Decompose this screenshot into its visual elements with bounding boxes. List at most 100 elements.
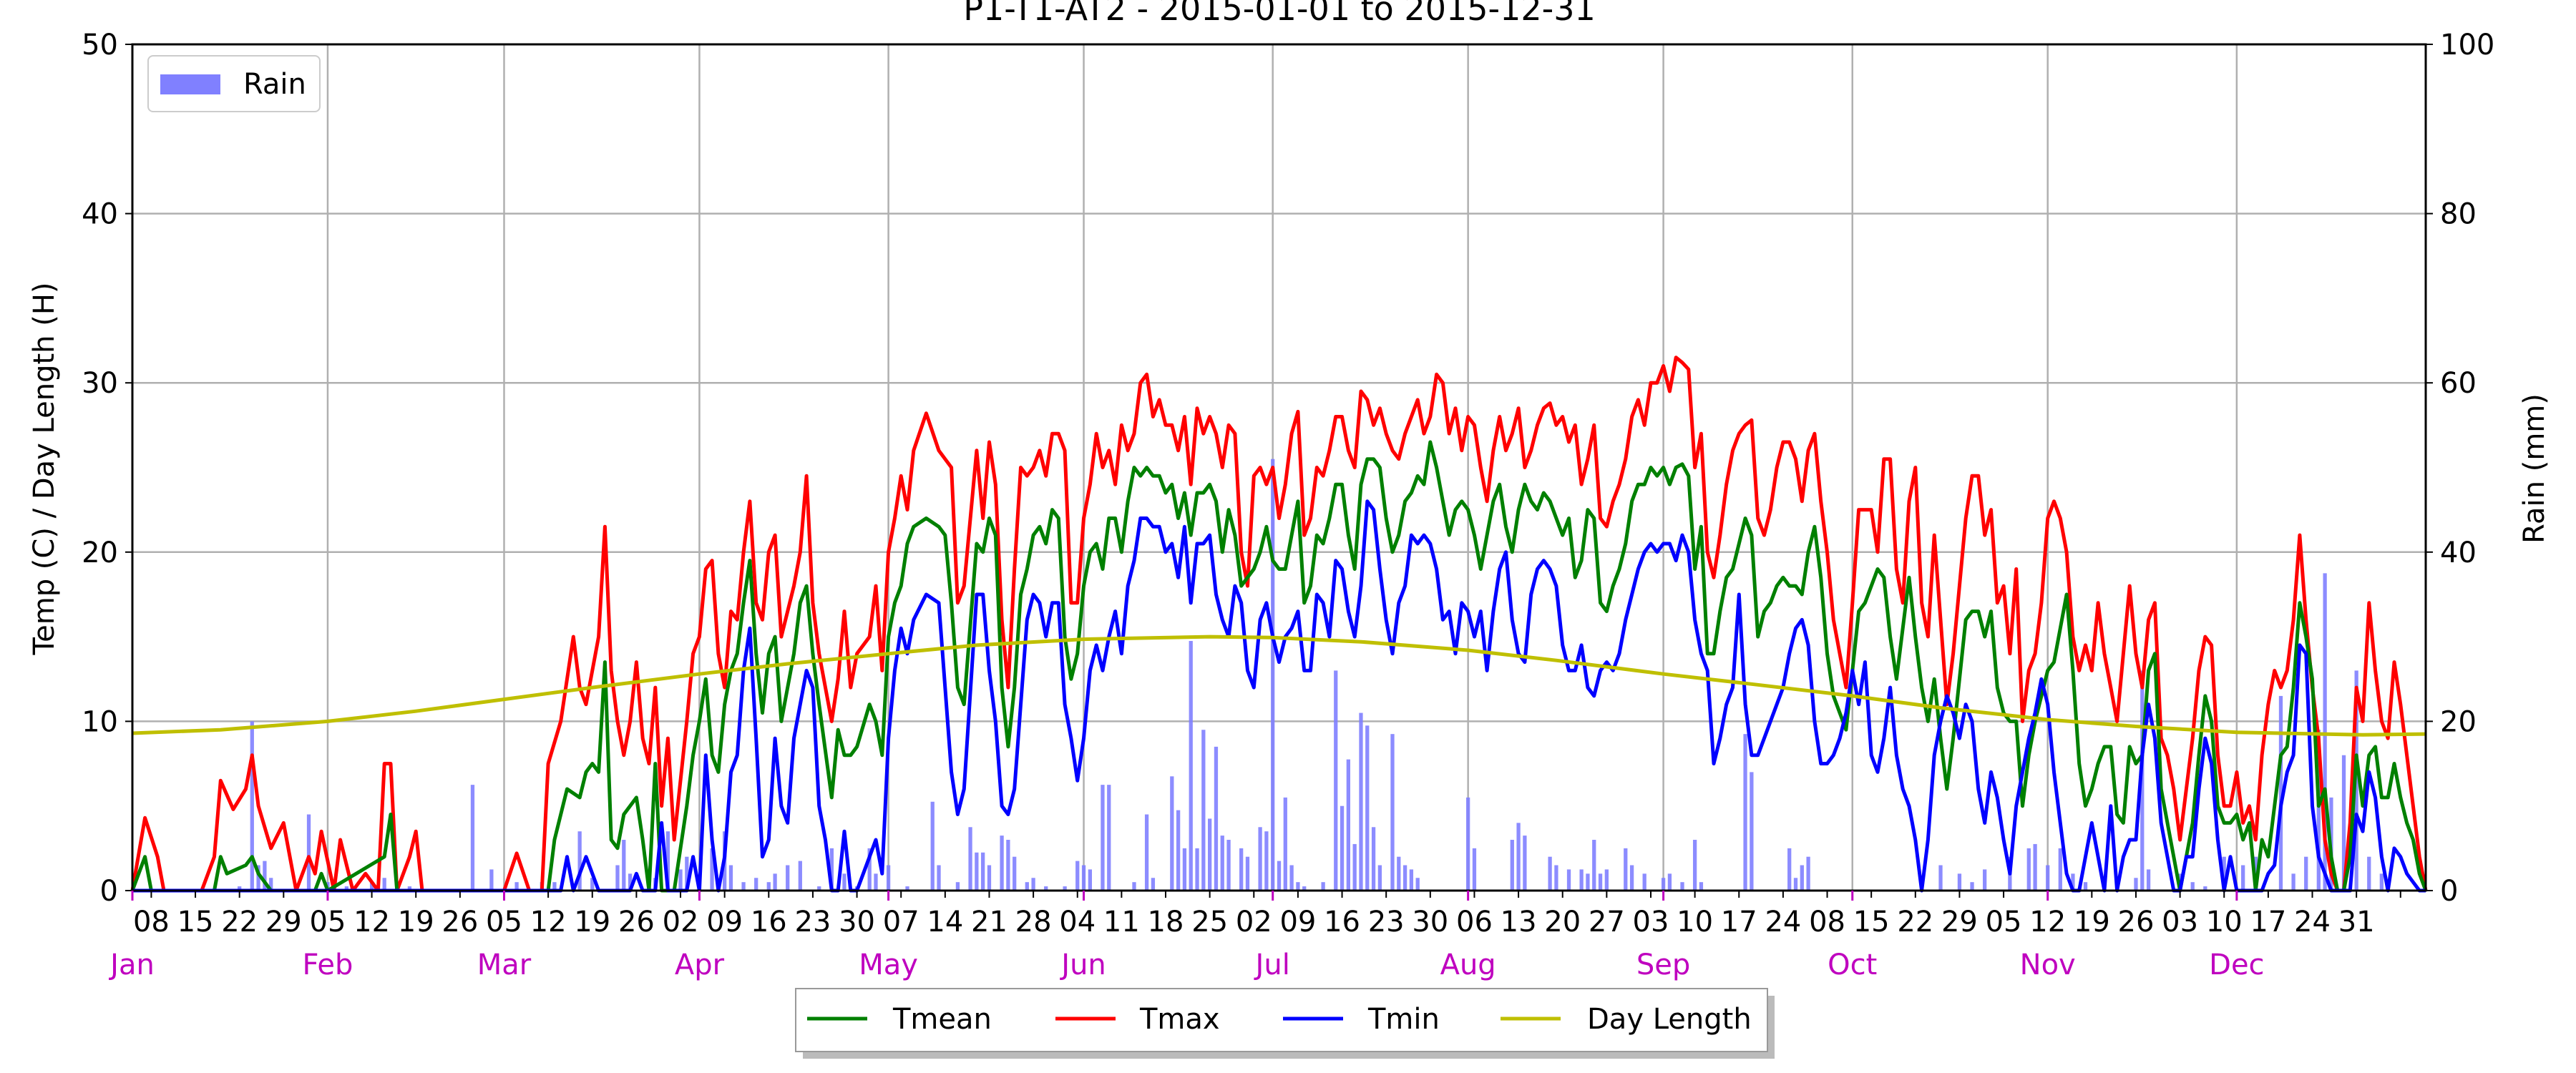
rain-bar [1334, 670, 1338, 891]
rain-bar [1390, 734, 1395, 891]
week-tick-label: 21 [971, 906, 1008, 939]
left-y-tick-label: 0 [100, 875, 118, 908]
rain-bar [1226, 840, 1231, 891]
rain-bar [514, 882, 519, 891]
rain-bar [1592, 840, 1596, 891]
rain-bar [1750, 772, 1754, 891]
rain-bar [710, 848, 714, 891]
rain-bar [1365, 725, 1370, 891]
week-tick-label: 12 [353, 906, 390, 939]
week-tick-label: 29 [265, 906, 302, 939]
rain-bar [2058, 848, 2062, 891]
rain-bar [1214, 746, 1219, 891]
rain-bar [1081, 865, 1086, 891]
rain-bar [2203, 886, 2207, 891]
rain-bar [1352, 843, 1357, 891]
rain-bar [1208, 818, 1212, 891]
rain-bar [1044, 886, 1048, 891]
right-y-axis: 0 20 40 60 80 100 [2426, 29, 2494, 908]
rain-bar [665, 831, 670, 891]
series-legend: Tmean Tmax Tmin Day Length [795, 988, 1775, 1059]
month-label: Jul [1254, 949, 1290, 981]
rain-bar [2304, 856, 2308, 891]
right-y-tick-label: 100 [2440, 29, 2494, 62]
series-legend-box [795, 988, 1768, 1052]
rain-bar [306, 814, 311, 891]
month-label: May [859, 949, 918, 981]
rain-bar [470, 785, 475, 891]
rain-bar [2026, 848, 2031, 891]
rain-bar [628, 873, 633, 891]
rain-bar [269, 878, 273, 891]
rain-bar [1624, 848, 1628, 891]
rain-bar [981, 852, 985, 891]
right-y-tick-label: 80 [2440, 198, 2477, 231]
rain-bar [1566, 869, 1571, 891]
week-tick-label: 08 [133, 906, 170, 939]
rain-bar [1642, 873, 1646, 891]
rain-bar [1302, 886, 1307, 891]
rain-bar [1586, 873, 1590, 891]
week-tick-label: 26 [618, 906, 655, 939]
rain-bar [1101, 785, 1105, 891]
rain-bar [615, 865, 620, 891]
series-line-tmax [130, 356, 2428, 893]
week-tick-label: 17 [1721, 906, 1757, 939]
rain-bar [1409, 869, 1414, 891]
rain-legend: Rain [147, 55, 321, 112]
rain-bar [250, 721, 254, 891]
rain-bar [1743, 734, 1747, 891]
week-tick-label: 09 [706, 906, 743, 939]
rain-bar [1063, 886, 1067, 891]
left-y-axis: 0 10 20 30 40 50 [82, 29, 132, 908]
week-tick-label: 06 [1456, 906, 1493, 939]
legend-label-tmean: Tmean [892, 1003, 992, 1036]
chart-title: P1-T1-AT2 - 2015-01-01 to 2015-12-31 [963, 0, 1596, 28]
rain-bar [489, 869, 494, 891]
left-y-tick-label: 10 [82, 705, 118, 738]
series-line-tmean [130, 440, 2428, 893]
week-tick-label: 19 [2074, 906, 2110, 939]
rain-bar [1371, 827, 1376, 891]
rain-bar [955, 882, 960, 891]
series-line-tmin [132, 499, 2426, 893]
week-tick-label: 30 [1412, 906, 1448, 939]
rain-bar [344, 886, 349, 891]
rain-bar [1289, 865, 1294, 891]
rain-bar [1598, 873, 1603, 891]
week-tick-label: 22 [221, 906, 258, 939]
rain-bar [937, 865, 941, 891]
week-tick-label: 23 [1368, 906, 1405, 939]
rain-bar [1283, 797, 1287, 891]
rain-bar [2190, 882, 2195, 891]
rain-bar [2033, 843, 2037, 891]
rain-legend-label: Rain [243, 68, 306, 101]
week-tick-label: 12 [530, 906, 567, 939]
rain-bar [2146, 869, 2151, 891]
week-tick-label: 22 [1897, 906, 1933, 939]
rain-bar [874, 873, 878, 891]
rain-bar [930, 801, 935, 891]
rain-bar [987, 865, 992, 891]
series-line-day-length [132, 635, 2426, 737]
right-y-tick-label: 60 [2440, 367, 2477, 400]
rain-bar [1245, 856, 1250, 891]
rain-bar [2316, 730, 2321, 891]
left-y-tick-label: 20 [82, 536, 118, 569]
week-tick-label: 18 [1148, 906, 1184, 939]
rain-bar [773, 873, 777, 891]
rain-bar [1629, 865, 1634, 891]
rain-bar [1667, 873, 1672, 891]
rain-bar [1239, 848, 1244, 891]
plot-frame [131, 43, 2427, 892]
month-label: Oct [1828, 949, 1877, 981]
week-tick-label: 19 [398, 906, 434, 939]
rain-bar [754, 878, 758, 891]
week-tick-label: 10 [2206, 906, 2243, 939]
rain-bar [2367, 856, 2371, 891]
week-tick-label: 25 [1191, 906, 1228, 939]
month-label: Apr [675, 949, 725, 981]
week-tick-label: 24 [2294, 906, 2331, 939]
